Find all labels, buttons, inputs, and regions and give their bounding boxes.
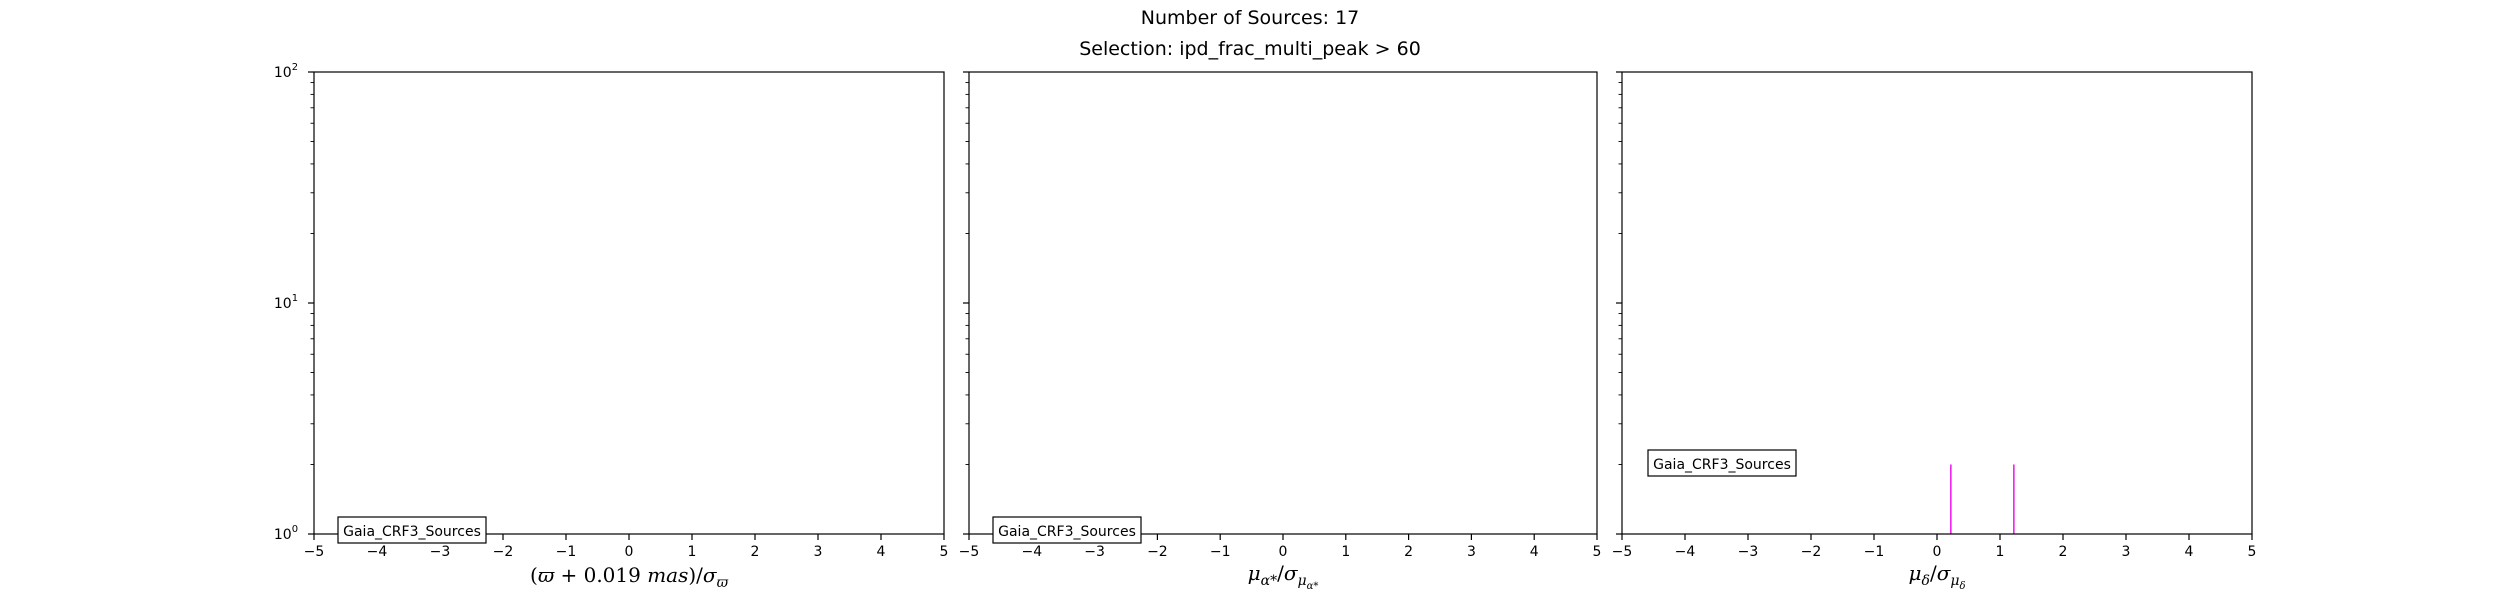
panel-pmra-xtick-label: 0 xyxy=(1279,544,1288,560)
panel-pmdec-legend-label: Gaia_CRF3_Sources xyxy=(1653,457,1791,473)
panel-pmdec-xtick-label: 5 xyxy=(2248,544,2257,560)
panel-parallax-xtick-label: −2 xyxy=(493,544,514,560)
svg-text:(ϖ + 0.019 mas)/σϖ: (ϖ + 0.019 mas)/σϖ xyxy=(530,563,729,591)
panel-parallax-xtick-label: 4 xyxy=(877,544,886,560)
panel-pmra-xtick-label: 5 xyxy=(1593,544,1602,560)
panel-pmra-xtick-label: −5 xyxy=(959,544,980,560)
panel-parallax-xtick-label: 2 xyxy=(751,544,760,560)
panel-pmra-xtick-label: 4 xyxy=(1530,544,1539,560)
panel-pmdec-xtick-label: 2 xyxy=(2059,544,2068,560)
panel-parallax-x-axis: −5 −4 −3 −2 −1 0 1 2 3 4 5 xyxy=(304,534,949,560)
panel-parallax-legend: Gaia_CRF3_Sources xyxy=(337,516,487,544)
panel-pmra-frame xyxy=(968,71,1598,535)
panel-parallax-ytick-label: 102 xyxy=(274,62,298,81)
panel-pmdec-y-axis xyxy=(1616,71,1622,535)
panel-pmra-xtick-label: 2 xyxy=(1404,544,1413,560)
panel-parallax-xtick-label: −3 xyxy=(430,544,451,560)
panel-parallax-xtick-label: 3 xyxy=(814,544,823,560)
panel-pmdec-xtick-label: −4 xyxy=(1675,544,1696,560)
panel-parallax-xlabel: (ϖ + 0.019 mas)/σϖ xyxy=(530,563,729,591)
svg-text:μδ/σμδ: μδ/σμδ xyxy=(1909,561,1966,592)
panel-parallax-y-axis: 100 101 102 xyxy=(274,62,314,543)
panel-parallax-xtick-label: −5 xyxy=(304,544,325,560)
panel-pmra-xtick-label: −2 xyxy=(1147,544,1168,560)
panel-pmdec-xtick-label: −3 xyxy=(1738,544,1759,560)
panel-pmdec-xtick-label: −2 xyxy=(1801,544,1822,560)
panel-pmra-legend: Gaia_CRF3_Sources xyxy=(992,516,1142,544)
panel-parallax-xtick-label: 0 xyxy=(625,544,634,560)
panel-pmra-y-axis xyxy=(963,71,969,535)
panel-parallax-ytick-label: 101 xyxy=(274,293,298,312)
panel-pmdec-xtick-label: 4 xyxy=(2185,544,2194,560)
panel-pmdec-legend: Gaia_CRF3_Sources xyxy=(1647,449,1797,477)
panel-parallax-legend-label: Gaia_CRF3_Sources xyxy=(343,524,481,540)
panel-parallax: 100 101 102 −5 −4 −3 −2 −1 0 1 2 3 4 5 (ϖ + 0.019 ma… xyxy=(274,62,949,591)
panel-pmra-xtick-label: 3 xyxy=(1467,544,1476,560)
panel-pmra-xtick-label: 1 xyxy=(1341,544,1350,560)
panel-pmra-xtick-label: −1 xyxy=(1210,544,1231,560)
panel-pmdec-x-axis: −5 −4 −3 −2 −1 0 1 2 3 4 5 xyxy=(1612,534,2257,560)
panel-parallax-xtick-label: 1 xyxy=(688,544,697,560)
panel-pmdec-xlabel: μδ/σμδ xyxy=(1909,561,1966,592)
panel-pmdec-xtick-label: 3 xyxy=(2122,544,2131,560)
panel-pmdec-xtick-label: −5 xyxy=(1612,544,1633,560)
panel-pmra-x-axis: −5 −4 −3 −2 −1 0 1 2 3 4 5 xyxy=(959,534,1602,560)
panel-parallax-xtick-label: −4 xyxy=(367,544,388,560)
panel-pmra: −5 −4 −3 −2 −1 0 1 2 3 4 5 μα*/σμα* Gaia_CRF3_Sour… xyxy=(959,71,1602,592)
panel-pmra-legend-label: Gaia_CRF3_Sources xyxy=(998,524,1136,540)
panel-pmdec-bars xyxy=(1950,464,2015,534)
panel-pmdec-xtick-label: −1 xyxy=(1864,544,1885,560)
figure-title-selection: Selection: ipd_frac_multi_peak > 60 xyxy=(1079,38,1421,60)
panel-pmra-xtick-label: −4 xyxy=(1021,544,1042,560)
panel-pmra-xlabel: μα*/σμα* xyxy=(1248,561,1319,592)
panel-pmra-xtick-label: −3 xyxy=(1084,544,1105,560)
figure-title-sources: Number of Sources: 17 xyxy=(1141,7,1360,29)
panel-parallax-ytick-label: 100 xyxy=(274,524,298,543)
svg-text:μα*/σμα*: μα*/σμα* xyxy=(1248,561,1319,592)
panel-pmdec-xtick-label: 0 xyxy=(1933,544,1942,560)
panel-parallax-frame xyxy=(313,71,945,535)
panel-pmdec-xtick-label: 1 xyxy=(1996,544,2005,560)
panel-parallax-xtick-label: −1 xyxy=(556,544,577,560)
panel-parallax-xtick-label: 5 xyxy=(940,544,949,560)
panel-pmdec: −5 −4 −3 −2 −1 0 1 2 3 4 5 μδ/σμδ Gaia_CRF3_Source… xyxy=(1612,71,2257,592)
